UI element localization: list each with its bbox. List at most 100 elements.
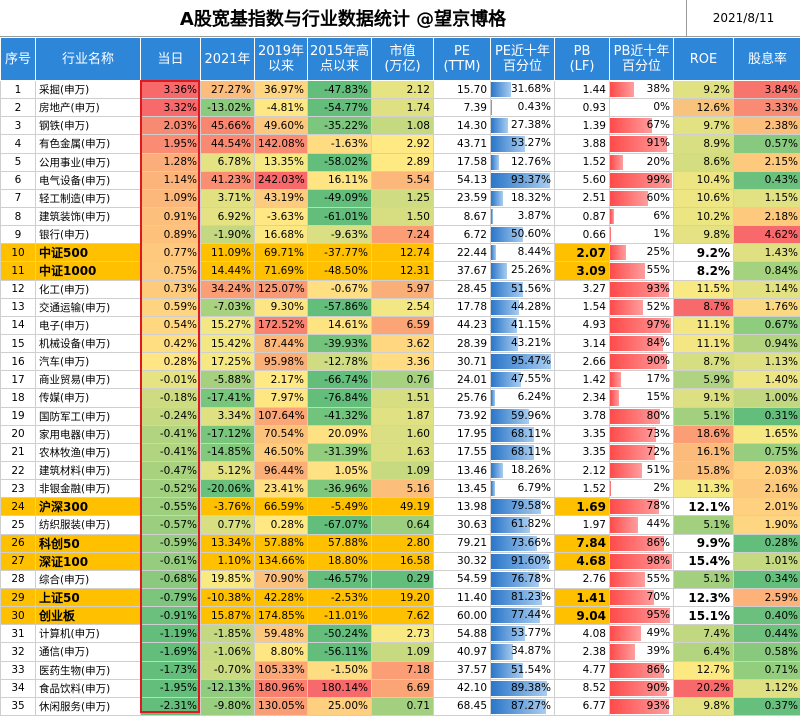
cell-roe[interactable]: 9.2% (674, 81, 734, 99)
cell-idx[interactable]: 21 (1, 443, 36, 461)
cell-div[interactable]: 0.34% (734, 570, 800, 588)
cell-mcap[interactable]: 1.50 (372, 207, 434, 225)
cell-idx[interactable]: 7 (1, 189, 36, 207)
cell-name[interactable]: 银行(申万) (36, 226, 141, 244)
cell-name[interactable]: 食品饮料(申万) (36, 679, 141, 697)
cell-roe[interactable]: 15.4% (674, 552, 734, 570)
cell-today[interactable]: 0.54% (141, 316, 201, 334)
cell-roe[interactable]: 8.7% (674, 353, 734, 371)
cell-pb[interactable]: 2.38 (555, 643, 610, 661)
cell-div[interactable]: 2.01% (734, 498, 800, 516)
cell-name[interactable]: 国防军工(申万) (36, 407, 141, 425)
cell-pb-pct[interactable]: 73% (610, 425, 674, 443)
cell-name[interactable]: 非银金融(申万) (36, 480, 141, 498)
cell-pe[interactable]: 54.59 (434, 570, 491, 588)
cell-pe-pct[interactable]: 50.60% (491, 226, 555, 244)
cell-pe-pct[interactable]: 43.21% (491, 334, 555, 352)
cell-idx[interactable]: 19 (1, 407, 36, 425)
cell-today[interactable]: 1.14% (141, 171, 201, 189)
cell-today[interactable]: -0.41% (141, 425, 201, 443)
col-header-pb[interactable]: PB(LF) (555, 38, 610, 81)
cell-mcap[interactable]: 12.74 (372, 244, 434, 262)
cell-2021[interactable]: -10.38% (201, 588, 255, 606)
cell-since-2015[interactable]: 57.88% (308, 534, 372, 552)
cell-pb[interactable]: 4.68 (555, 552, 610, 570)
cell-idx[interactable]: 15 (1, 334, 36, 352)
cell-pb[interactable]: 2.12 (555, 461, 610, 479)
cell-roe[interactable]: 8.9% (674, 135, 734, 153)
cell-pb[interactable]: 7.84 (555, 534, 610, 552)
cell-pe[interactable]: 40.97 (434, 643, 491, 661)
cell-pe-pct[interactable]: 18.32% (491, 189, 555, 207)
cell-since-2015[interactable]: -35.22% (308, 117, 372, 135)
cell-roe[interactable]: 15.8% (674, 461, 734, 479)
cell-div[interactable]: 1.00% (734, 389, 800, 407)
cell-pb[interactable]: 5.60 (555, 171, 610, 189)
col-header-2021[interactable]: 2021年 (201, 38, 255, 81)
cell-pb[interactable]: 3.14 (555, 334, 610, 352)
cell-mcap[interactable]: 2.89 (372, 153, 434, 171)
cell-name[interactable]: 深证100 (36, 552, 141, 570)
cell-name[interactable]: 机械设备(申万) (36, 334, 141, 352)
cell-2021[interactable]: -1.90% (201, 226, 255, 244)
cell-idx[interactable]: 33 (1, 661, 36, 679)
cell-idx[interactable]: 3 (1, 117, 36, 135)
cell-2021[interactable]: 27.27% (201, 81, 255, 99)
cell-pe-pct[interactable]: 18.26% (491, 461, 555, 479)
cell-today[interactable]: -0.01% (141, 371, 201, 389)
cell-since-2019[interactable]: 9.30% (255, 298, 308, 316)
col-header-since-2015[interactable]: 2015年高点以来 (308, 38, 372, 81)
cell-2021[interactable]: 3.34% (201, 407, 255, 425)
cell-2021[interactable]: -14.85% (201, 443, 255, 461)
cell-idx[interactable]: 25 (1, 516, 36, 534)
cell-pb[interactable]: 1.54 (555, 298, 610, 316)
cell-since-2015[interactable]: -56.11% (308, 643, 372, 661)
cell-today[interactable]: 0.28% (141, 353, 201, 371)
cell-idx[interactable]: 28 (1, 570, 36, 588)
cell-mcap[interactable]: 2.92 (372, 135, 434, 153)
cell-pe-pct[interactable]: 79.58% (491, 498, 555, 516)
cell-pb-pct[interactable]: 39% (610, 643, 674, 661)
cell-2021[interactable]: -1.06% (201, 643, 255, 661)
cell-since-2019[interactable]: 7.97% (255, 389, 308, 407)
cell-roe[interactable]: 7.4% (674, 625, 734, 643)
cell-since-2019[interactable]: -4.81% (255, 99, 308, 117)
cell-pb-pct[interactable]: 67% (610, 117, 674, 135)
cell-2021[interactable]: 14.44% (201, 262, 255, 280)
cell-pe-pct[interactable]: 76.78% (491, 570, 555, 588)
cell-pb[interactable]: 3.35 (555, 443, 610, 461)
cell-pb-pct[interactable]: 84% (610, 334, 674, 352)
cell-name[interactable]: 通信(申万) (36, 643, 141, 661)
cell-pb-pct[interactable]: 86% (610, 534, 674, 552)
cell-mcap[interactable]: 19.20 (372, 588, 434, 606)
cell-pe[interactable]: 17.58 (434, 153, 491, 171)
cell-pb-pct[interactable]: 95% (610, 607, 674, 625)
cell-name[interactable]: 轻工制造(申万) (36, 189, 141, 207)
cell-mcap[interactable]: 2.54 (372, 298, 434, 316)
cell-since-2015[interactable]: -67.07% (308, 516, 372, 534)
cell-div[interactable]: 1.40% (734, 371, 800, 389)
cell-since-2015[interactable]: -9.63% (308, 226, 372, 244)
cell-div[interactable]: 0.31% (734, 407, 800, 425)
cell-2021[interactable]: 17.25% (201, 353, 255, 371)
cell-name[interactable]: 传媒(申万) (36, 389, 141, 407)
cell-today[interactable]: -0.52% (141, 480, 201, 498)
cell-div[interactable]: 0.28% (734, 534, 800, 552)
cell-today[interactable]: 1.09% (141, 189, 201, 207)
cell-today[interactable]: -0.57% (141, 516, 201, 534)
cell-since-2019[interactable]: 142.08% (255, 135, 308, 153)
cell-roe[interactable]: 5.1% (674, 407, 734, 425)
cell-since-2015[interactable]: -41.32% (308, 407, 372, 425)
cell-today[interactable]: -1.73% (141, 661, 201, 679)
cell-roe[interactable]: 6.4% (674, 643, 734, 661)
cell-since-2019[interactable]: 2.17% (255, 371, 308, 389)
cell-since-2019[interactable]: 49.60% (255, 117, 308, 135)
cell-since-2015[interactable]: -54.77% (308, 99, 372, 117)
cell-roe[interactable]: 10.2% (674, 207, 734, 225)
cell-since-2015[interactable]: -58.02% (308, 153, 372, 171)
cell-since-2015[interactable]: -57.86% (308, 298, 372, 316)
cell-today[interactable]: -0.68% (141, 570, 201, 588)
cell-pe-pct[interactable]: 0.43% (491, 99, 555, 117)
cell-today[interactable]: -0.61% (141, 552, 201, 570)
cell-roe[interactable]: 10.4% (674, 171, 734, 189)
